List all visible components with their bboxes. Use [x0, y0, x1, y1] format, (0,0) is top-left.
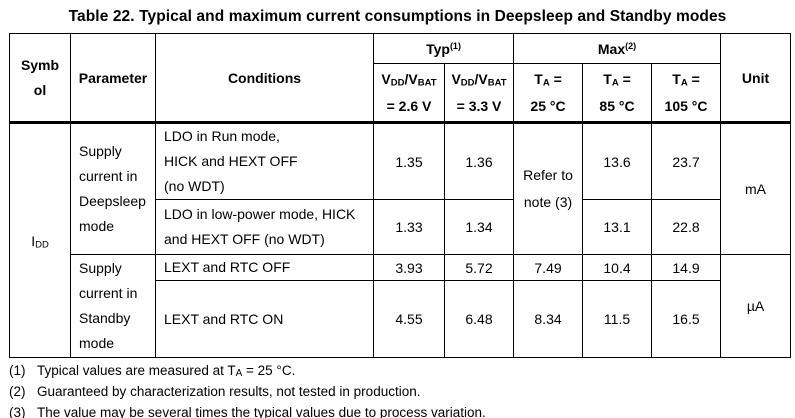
- vdd-vbat-label: VDD/VBAT: [381, 70, 437, 88]
- ta-105-value: 105 °C: [664, 97, 708, 114]
- col-header-ta-25: TA = 25 °C: [513, 63, 584, 124]
- col-header-symbol: Symb ol: [9, 33, 71, 124]
- cell-typ-2v6: 4.55: [373, 280, 445, 358]
- cell-unit-ua: µA: [720, 254, 792, 358]
- col-header-parameter: Parameter: [70, 33, 156, 124]
- col-header-unit: Unit: [720, 33, 792, 124]
- cell-max-85: 13.6: [582, 122, 653, 200]
- cell-parameter-standby: Supply current in Standby mode: [70, 254, 156, 358]
- cell-max-105: 14.9: [651, 254, 722, 281]
- footnotes: (1) Typical values are measured at TA = 2…: [9, 360, 789, 418]
- col-header-ta-105: TA = 105 °C: [651, 63, 722, 124]
- cell-parameter-deepsleep: Supply current in Deepsleep mode: [70, 122, 156, 255]
- typ-footnote-ref: (1): [449, 40, 461, 51]
- max-label: Max: [597, 40, 626, 57]
- cell-typ-3v3: 1.34: [443, 199, 515, 255]
- ta-85-value: 85 °C: [599, 97, 635, 114]
- row-deepsleep-lowpower: LDO in low-power mode, HICK and HEXT OFF…: [10, 199, 791, 255]
- cell-typ-2v6: 3.93: [373, 254, 445, 281]
- footnote-2: (2) Guaranteed by characterization result…: [9, 384, 421, 399]
- row-standby-rtc-off: Supply current in Standby mode LEXT and …: [10, 254, 792, 358]
- ta-label: TA =: [603, 70, 631, 88]
- row-deepsleep-run: IDD Supply current in Deepsleep mode LDO…: [9, 122, 792, 358]
- cell-max-25: 7.49: [513, 254, 584, 281]
- ta-label: TA =: [534, 70, 562, 88]
- cell-typ-2v6: 1.35: [373, 122, 445, 200]
- header-row-subcolumns: VDD/VBAT = 2.6 V VDD/VBAT = 3.3 V TA = 2…: [10, 63, 791, 124]
- vdd-2v6-value: = 2.6 V: [386, 97, 432, 114]
- cell-max-25: 8.34: [513, 280, 584, 358]
- col-header-vdd-2v6: VDD/VBAT = 2.6 V: [373, 63, 445, 124]
- typ-label: Typ: [426, 40, 450, 57]
- max-footnote-ref: (2): [625, 40, 637, 51]
- cell-symbol-idd: IDD: [9, 122, 71, 358]
- vdd-3v3-value: = 3.3 V: [456, 97, 502, 114]
- cell-max-85: 11.5: [582, 280, 653, 358]
- row-standby-rtc-on: LEXT and RTC ON 4.55 6.48 8.34 11.5 16.5: [10, 280, 791, 358]
- col-header-conditions: Conditions: [155, 33, 374, 124]
- cell-unit-ma: mA: [720, 122, 792, 255]
- cell-typ-2v6: 1.33: [373, 199, 445, 255]
- vdd-vbat-label: VDD/VBAT: [451, 70, 507, 88]
- col-group-typ: Typ(1): [372, 33, 515, 64]
- footnote-3: (3) The value may be several times the ty…: [9, 405, 486, 418]
- cell-max-105: 23.7: [651, 122, 722, 200]
- cell-max-105: 16.5: [651, 280, 722, 358]
- cell-conditions: LEXT and RTC OFF: [155, 254, 374, 281]
- footnote-1: (1) Typical values are measured at TA = 2…: [9, 363, 296, 379]
- cell-conditions: LDO in low-power mode, HICK and HEXT OFF…: [155, 199, 374, 255]
- cell-max-105: 22.8: [651, 199, 722, 255]
- col-group-max: Max(2): [513, 33, 722, 64]
- cell-typ-3v3: 6.48: [443, 280, 515, 358]
- cell-conditions: LDO in Run mode, HICK and HEXT OFF (no W…: [155, 122, 374, 200]
- col-header-ta-85: TA = 85 °C: [582, 63, 653, 124]
- col-header-vdd-3v3: VDD/VBAT = 3.3 V: [443, 63, 515, 124]
- ta-25-value: 25 °C: [530, 97, 566, 114]
- cell-typ-3v3: 5.72: [443, 254, 515, 281]
- cell-max-85: 13.1: [582, 199, 653, 255]
- cell-max-85: 10.4: [582, 254, 653, 281]
- current-consumption-table: Symb ol Parameter Conditions Typ(1) Max(…: [9, 33, 792, 358]
- ta-label: TA =: [672, 70, 700, 88]
- cell-typ-3v3: 1.36: [443, 122, 515, 200]
- cell-conditions: LEXT and RTC ON: [155, 280, 374, 358]
- cell-max-25-note: Refer to note (3): [513, 122, 584, 255]
- header-row-groups: Symb ol Parameter Conditions Typ(1) Max(…: [9, 33, 792, 124]
- table-title: Table 22. Typical and maximum current co…: [68, 8, 727, 25]
